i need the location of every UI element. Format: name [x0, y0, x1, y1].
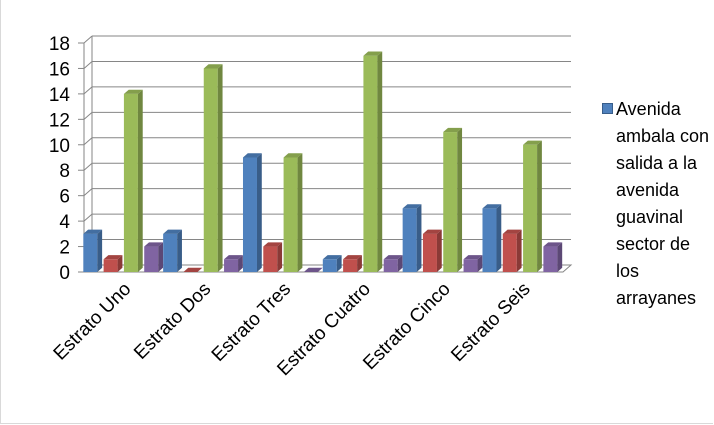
bar-estrato-dos-series-1	[163, 229, 182, 272]
bars	[83, 51, 563, 273]
y-tick-label: 4	[59, 212, 70, 233]
bar-estrato-seis-series-3	[523, 140, 542, 272]
gridline-diagonal	[83, 213, 93, 222]
gridline-diagonal	[83, 35, 93, 44]
y-tick-label: 2	[59, 238, 70, 259]
bar-estrato-cuatro-series-3	[363, 51, 383, 273]
bar-estrato-uno-series-3	[123, 89, 143, 272]
bar-estrato-seis-series-1	[482, 204, 502, 272]
bar-estrato-cinco-series-2	[422, 229, 442, 272]
bar-estrato-dos-series-3	[203, 64, 223, 272]
bar-estrato-cuatro-series-2	[343, 255, 362, 272]
gridline-diagonal	[83, 86, 93, 95]
y-tick-label: 6	[59, 187, 70, 208]
bar-estrato-tres-series-3	[283, 153, 303, 272]
bar-estrato-dos-series-2	[183, 267, 203, 272]
bar-estrato-cuatro-series-4	[383, 255, 403, 272]
gridline-diagonal	[83, 61, 93, 69]
bar-estrato-cuatro-series-1	[322, 255, 342, 272]
bar-estrato-uno-series-4	[144, 242, 164, 272]
bar-estrato-tres-series-1	[242, 153, 262, 272]
bar-estrato-seis-series-4	[543, 242, 563, 272]
legend-label-series-1: Avenida ambala con salida a la avenida g…	[616, 99, 710, 308]
x-tick-label: Estrato Dos	[130, 279, 215, 364]
y-tick-label: 0	[59, 263, 70, 284]
y-tick-label: 10	[49, 136, 70, 157]
gridline-diagonal	[83, 188, 93, 197]
x-tick-label: Estrato Tres	[208, 279, 295, 366]
y-tick-label: 12	[49, 110, 70, 131]
bar-estrato-cinco-series-3	[443, 127, 463, 272]
bar-estrato-dos-series-4	[224, 255, 243, 272]
legend-swatch-series-1	[602, 103, 613, 114]
gridline-diagonal	[83, 111, 93, 120]
y-tick-label: 8	[59, 161, 70, 182]
bar-estrato-tres-series-2	[263, 242, 283, 272]
bar-estrato-uno-series-2	[103, 255, 123, 272]
y-tick-label: 14	[49, 85, 71, 106]
x-tick-label: Estrato Uno	[50, 279, 136, 365]
bar-estrato-cinco-series-1	[402, 204, 422, 272]
bar-estrato-cinco-series-4	[463, 255, 483, 272]
gridline-diagonal	[83, 137, 93, 146]
gridline-diagonal	[83, 162, 93, 171]
bar-estrato-tres-series-4	[303, 267, 323, 272]
y-tick-label: 18	[49, 34, 70, 55]
bar-estrato-seis-series-2	[502, 229, 522, 272]
y-tick-label: 16	[49, 59, 70, 80]
bar-estrato-uno-series-1	[83, 229, 103, 272]
x-tick-label: Estrato Seis	[447, 279, 534, 366]
